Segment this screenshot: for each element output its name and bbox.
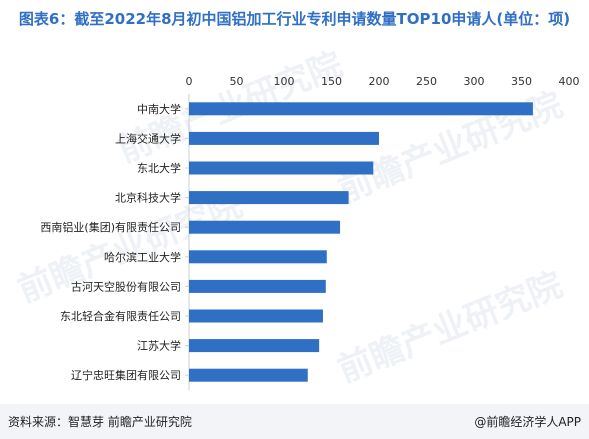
bar bbox=[189, 309, 323, 323]
x-tick-label: 150 bbox=[321, 75, 342, 88]
x-tick-label: 50 bbox=[230, 75, 244, 88]
brand-text: @前瞻经济学人APP bbox=[474, 415, 581, 429]
bar bbox=[189, 220, 341, 234]
category-label: 古河天空股份有限公司 bbox=[71, 279, 181, 293]
bar bbox=[189, 102, 533, 116]
category-label: 辽宁忠旺集团有限公司 bbox=[71, 368, 181, 382]
category-label: 上海交通大学 bbox=[115, 131, 181, 145]
bar bbox=[189, 131, 379, 145]
bar-chart: 0 50 100 150 200 250 300 350 400 中南大学上海交通大学东北大学北京… bbox=[40, 75, 580, 390]
bar bbox=[189, 191, 349, 205]
chart-title: 图表6：截至2022年8月初中国铝加工行业专利申请数量TOP10申请人(单位：项… bbox=[18, 10, 571, 28]
bar bbox=[189, 339, 320, 353]
category-label: 北京科技大学 bbox=[115, 191, 181, 205]
x-tick-label: 200 bbox=[369, 75, 390, 88]
x-tick-label: 300 bbox=[464, 75, 485, 88]
x-tick-label: 100 bbox=[274, 75, 295, 88]
x-tick-label: 400 bbox=[559, 75, 580, 88]
bar bbox=[189, 368, 308, 382]
x-tick-label: 0 bbox=[186, 75, 193, 88]
x-tick-label: 250 bbox=[416, 75, 437, 88]
bar bbox=[189, 250, 327, 264]
bar bbox=[189, 161, 374, 175]
x-tick-label: 350 bbox=[511, 75, 532, 88]
source-text: 资料来源：智慧芽 前瞻产业研究院 bbox=[8, 415, 192, 429]
bar bbox=[189, 279, 326, 293]
footer: 资料来源：智慧芽 前瞻产业研究院 @前瞻经济学人APP bbox=[0, 404, 589, 439]
category-label: 东北大学 bbox=[137, 161, 181, 175]
category-label: 东北轻合金有限责任公司 bbox=[60, 309, 181, 323]
category-label: 江苏大学 bbox=[137, 339, 181, 353]
category-label: 西南铝业(集团)有限责任公司 bbox=[40, 220, 181, 234]
category-label: 哈尔滨工业大学 bbox=[104, 250, 181, 264]
category-label: 中南大学 bbox=[137, 102, 181, 116]
